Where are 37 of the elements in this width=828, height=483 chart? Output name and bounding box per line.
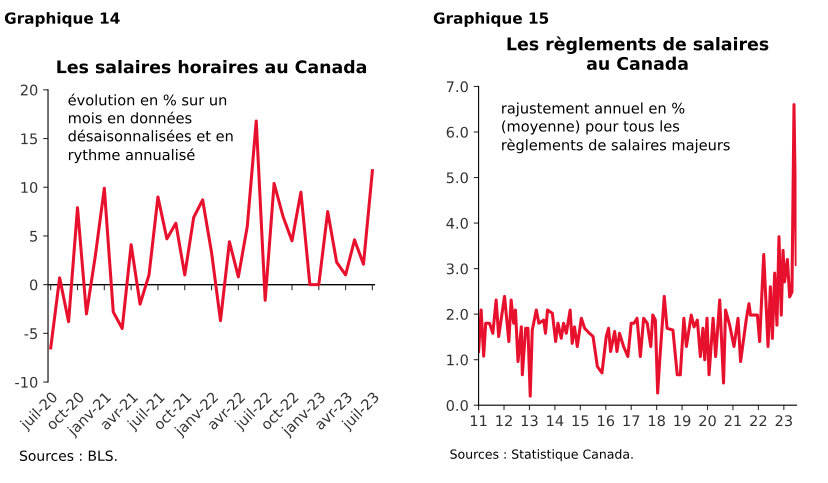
x-tick-label: 23 — [776, 415, 792, 426]
y-tick-label: 2.0 — [446, 308, 468, 320]
y-tick-label: 5.0 — [446, 172, 468, 184]
x-tick-label: 22 — [750, 415, 766, 426]
x-tick-label: 11 — [470, 415, 487, 426]
y-tick-label: 10 — [21, 182, 38, 193]
annotation: rajustement annuel en % (moyenne) pour tous les règlements de salaires majeurs — [502, 102, 730, 154]
chart-title: Les salaires horaires au Canada — [57, 60, 366, 74]
x-tick-label: 18 — [648, 415, 665, 426]
x-tick-label: 20 — [699, 415, 716, 426]
source-note: Sources : BLS. — [20, 450, 116, 461]
y-tick-label: -10 — [15, 376, 38, 388]
source-note: Sources : Statistique Canada. — [450, 449, 633, 462]
y-tick-label: -5 — [24, 328, 38, 340]
annotation: évolution en % sur un mois en données désaisonnalisées et en rythme annualisé — [68, 94, 233, 164]
x-tick-label: 14 — [547, 415, 564, 426]
y-tick-label: 20 — [20, 84, 38, 96]
y-tick-label: 3.0 — [446, 263, 468, 274]
y-tick-label: 7.0 — [446, 81, 468, 92]
y-tick-label: 15 — [21, 133, 38, 144]
x-tick-label: 17 — [624, 415, 640, 426]
y-tick-label: 1.0 — [447, 354, 468, 366]
text: Graphique 14 — [4, 12, 120, 27]
y-tick-label: 6.0 — [446, 126, 468, 138]
x-tick-label: 19 — [674, 415, 690, 426]
y-tick-label: 0.0 — [446, 400, 468, 411]
x-tick-label: 15 — [572, 415, 588, 426]
chart-title: Les règlements de salaires au Canada — [508, 36, 768, 70]
y-tick-label: 4.0 — [446, 218, 468, 229]
y-tick-label: 0 — [30, 279, 38, 290]
line-series — [478, 103, 797, 398]
text: Graphique 15 — [434, 12, 548, 27]
x-tick-label: 12 — [496, 415, 512, 426]
x-tick-label: 13 — [522, 415, 538, 426]
x-tick-label: 16 — [598, 415, 614, 426]
y-tick-label: 5 — [30, 230, 38, 242]
x-tick-label: 21 — [724, 415, 741, 426]
